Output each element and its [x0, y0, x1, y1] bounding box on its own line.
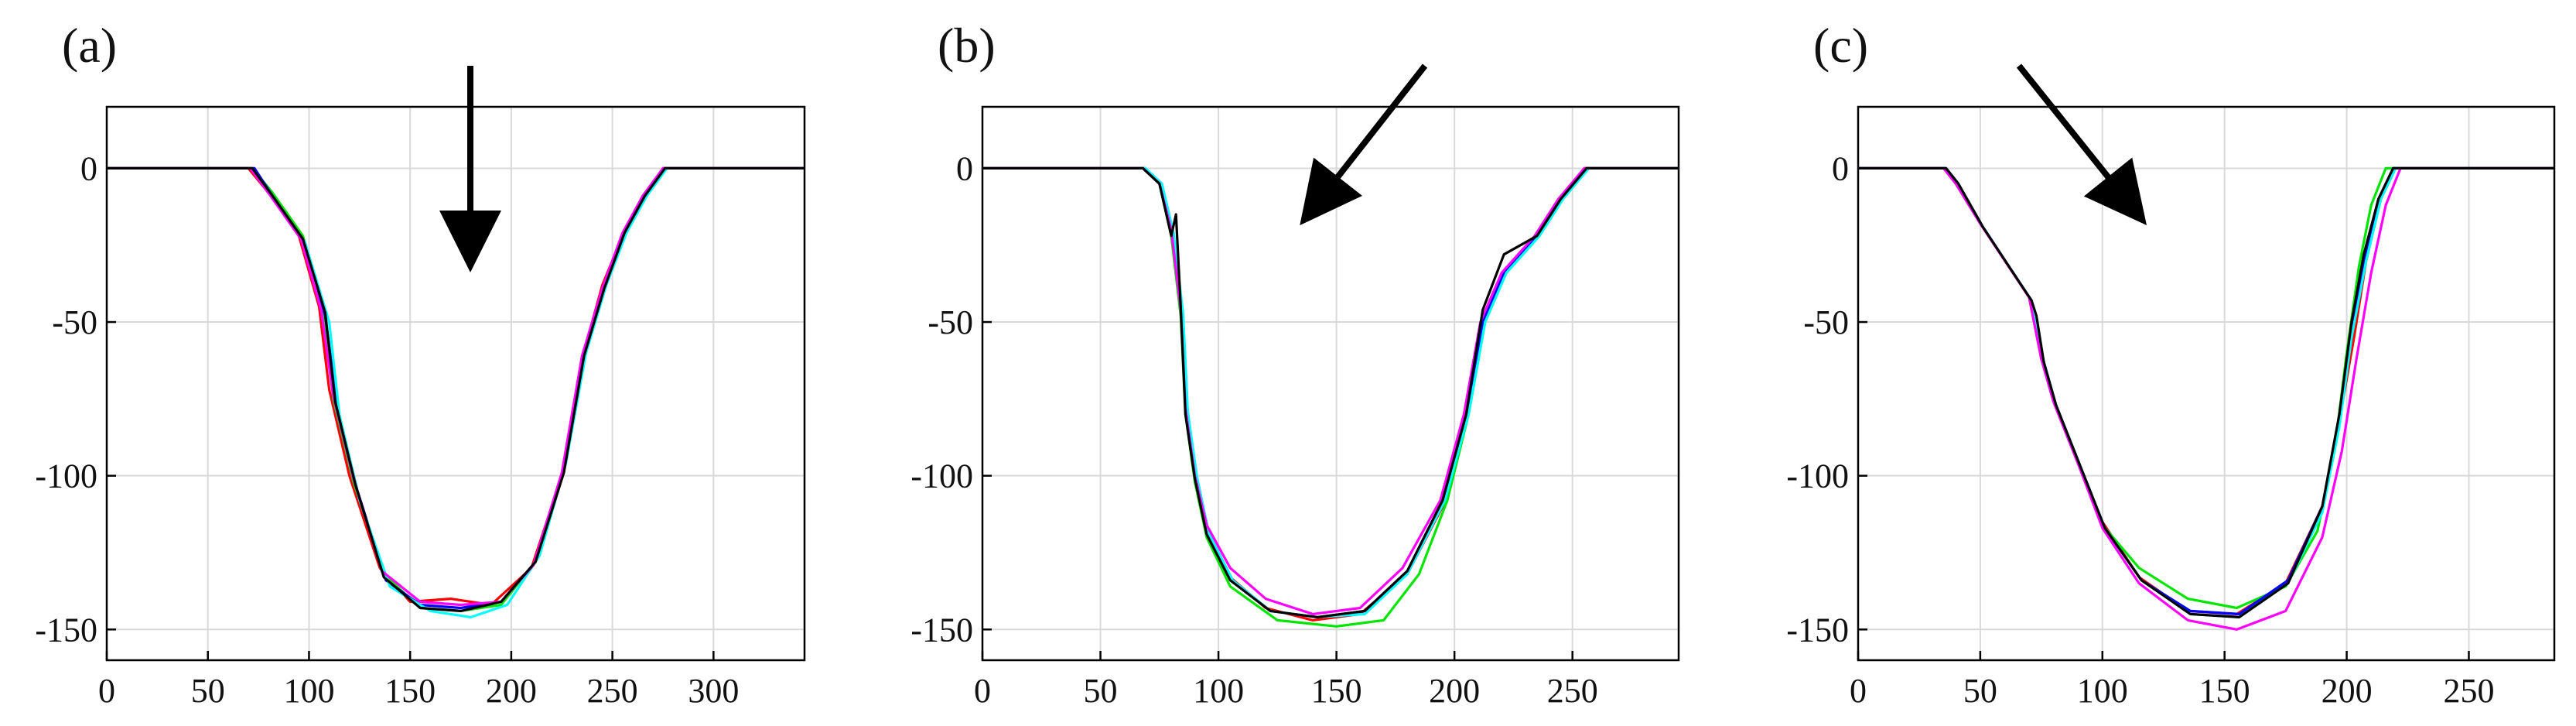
y-tick-label: 0 — [1832, 149, 1849, 187]
x-tick-label: 100 — [2077, 672, 2128, 710]
direction-arrow-down-right — [2016, 63, 2147, 225]
x-tick-label: 200 — [2321, 672, 2373, 710]
series-line-magenta — [107, 166, 805, 607]
x-tick-label: 0 — [974, 672, 991, 710]
y-tick-label: 0 — [80, 149, 97, 187]
x-tick-label: 50 — [1084, 672, 1118, 710]
y-tick-label: -50 — [1803, 303, 1849, 341]
y-tick-label: -100 — [1786, 457, 1849, 495]
panel-3: 0 50 100 150 200 250 0 -50 -100 -150 (c) — [1786, 18, 2556, 710]
x-tick-label: 50 — [1963, 672, 1997, 710]
panel-label: (b) — [938, 18, 996, 73]
plot-area — [1858, 107, 2554, 660]
panel-1: 0 50 100 150 200 250 300 0 -50 -100 -150 (a) — [35, 18, 806, 710]
x-tick-label: 250 — [587, 672, 638, 710]
y-tick-label: -100 — [910, 457, 973, 495]
y-tick-label: 0 — [956, 149, 973, 187]
panel-label: (c) — [1813, 18, 1868, 73]
series-line-magenta — [982, 166, 1679, 615]
y-tick-label: -150 — [35, 611, 97, 649]
panel-2: 0 50 100 150 200 250 0 -50 -100 -150 (b) — [910, 18, 1680, 710]
axes-frame — [981, 105, 1680, 662]
x-tick-label: 0 — [1850, 672, 1867, 710]
x-tick-label: 150 — [1311, 672, 1362, 710]
x-tick-label: 0 — [98, 672, 115, 710]
x-tick-label: 50 — [191, 672, 225, 710]
x-tick-label: 300 — [688, 672, 739, 710]
axes-frame — [1857, 105, 2556, 662]
x-tick-label: 250 — [1547, 672, 1598, 710]
panel-label: (a) — [62, 18, 117, 73]
x-tick-label: 100 — [283, 672, 334, 710]
series-line-black — [1858, 166, 2554, 618]
axes-frame — [105, 105, 806, 662]
y-tick-label: -100 — [35, 457, 97, 495]
y-tick-label: -50 — [928, 303, 973, 341]
direction-arrow-down-left — [1300, 63, 1428, 226]
y-tick-label: -150 — [910, 611, 973, 649]
x-tick-label: 150 — [2199, 672, 2250, 710]
x-tick-label: 200 — [1429, 672, 1480, 710]
series-line-black — [982, 166, 1679, 618]
x-tick-label: 100 — [1193, 672, 1244, 710]
x-tick-label: 200 — [486, 672, 537, 710]
plot-area — [107, 107, 805, 660]
x-tick-label: 150 — [384, 672, 436, 710]
x-tick-label: 250 — [2443, 672, 2494, 710]
y-tick-label: -50 — [52, 303, 97, 341]
y-tick-label: -150 — [1786, 611, 1849, 649]
series-line-black — [107, 166, 805, 612]
